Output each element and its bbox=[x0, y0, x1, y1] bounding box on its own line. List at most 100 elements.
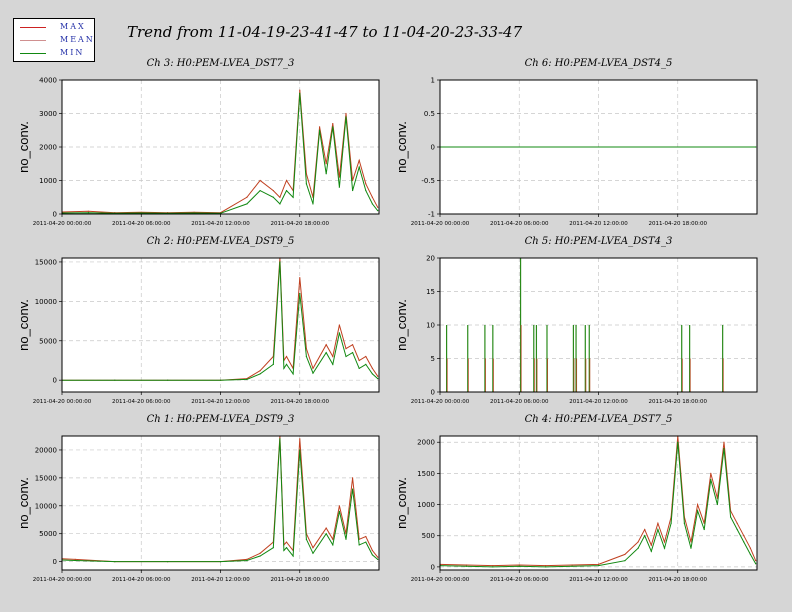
page-title: Trend from 11-04-19-23-41-47 to 11-04-20… bbox=[127, 23, 523, 41]
data-point bbox=[371, 373, 373, 375]
x-tick-label: 2011-04-20 00:00:00 bbox=[411, 221, 470, 227]
data-point bbox=[338, 176, 340, 178]
x-tick-label: 2011-04-20 06:00:00 bbox=[490, 577, 549, 583]
data-point bbox=[670, 522, 672, 524]
data-point bbox=[465, 565, 468, 567]
data-point bbox=[650, 544, 652, 546]
legend-swatch-max bbox=[20, 27, 46, 28]
y-axis-label: no_conv. bbox=[394, 299, 409, 351]
data-point bbox=[246, 559, 248, 562]
legend-item-mean: MEAN bbox=[20, 35, 100, 45]
plot-frame bbox=[439, 79, 758, 215]
y-tick-label: 500 bbox=[422, 532, 435, 540]
chart-title: Ch 3: H0:PEM-LVEA_DST7_3 bbox=[147, 58, 295, 69]
chart-title: Ch 1: H0:PEM-LVEA_DST9_3 bbox=[147, 414, 295, 425]
data-point bbox=[371, 554, 373, 556]
x-tick-label: 2011-04-20 06:00:00 bbox=[112, 221, 171, 227]
x-tick-label: 2011-04-20 00:00:00 bbox=[411, 399, 470, 405]
data-point bbox=[305, 355, 307, 358]
data-point bbox=[650, 550, 652, 552]
data-point bbox=[492, 566, 494, 568]
data-point bbox=[272, 189, 274, 192]
data-point bbox=[358, 359, 360, 362]
data-point bbox=[371, 549, 373, 552]
y-tick-label: 0 bbox=[53, 558, 57, 566]
legend-label-min: MIN bbox=[60, 48, 85, 57]
x-tick-label: 2011-04-20 12:00:00 bbox=[191, 221, 250, 227]
data-point bbox=[299, 92, 301, 94]
data-point bbox=[657, 522, 659, 524]
data-point bbox=[279, 196, 281, 198]
y-tick-label: 0 bbox=[431, 563, 435, 571]
data-point bbox=[259, 189, 261, 192]
data-point bbox=[351, 477, 354, 479]
chart-1: Ch 3: H0:PEM-LVEA_DST7_3 no_conv. 0 1000 200… bbox=[16, 58, 380, 227]
data-point bbox=[351, 189, 354, 192]
data-point bbox=[657, 528, 659, 531]
data-point bbox=[755, 563, 757, 565]
data-point bbox=[345, 112, 347, 115]
y-tick-label: 5000 bbox=[39, 337, 57, 345]
data-point bbox=[755, 146, 757, 148]
legend-item-min: MIN bbox=[20, 48, 100, 58]
data-point bbox=[723, 447, 725, 450]
data-point bbox=[377, 206, 379, 208]
y-tick-label: 0 bbox=[431, 144, 435, 152]
data-point bbox=[74, 559, 76, 562]
data-point bbox=[624, 560, 626, 562]
data-point bbox=[325, 344, 327, 346]
data-point bbox=[312, 203, 314, 205]
data-point bbox=[345, 538, 347, 540]
x-tick-label: 2011-04-20 06:00:00 bbox=[490, 399, 549, 405]
x-tick-label: 2011-04-20 00:00:00 bbox=[33, 399, 92, 405]
data-point bbox=[318, 126, 321, 128]
data-point bbox=[345, 116, 347, 118]
data-point bbox=[332, 544, 334, 546]
data-point bbox=[299, 438, 301, 440]
data-point bbox=[219, 561, 222, 563]
data-point bbox=[312, 367, 314, 369]
data-point bbox=[325, 173, 327, 175]
data-point bbox=[114, 379, 116, 381]
data-point bbox=[332, 122, 334, 125]
data-point bbox=[365, 355, 367, 358]
data-point bbox=[305, 183, 307, 185]
legend-item-max: MAX bbox=[20, 22, 100, 32]
data-point bbox=[743, 541, 745, 543]
x-tick-label: 2011-04-20 18:00:00 bbox=[649, 577, 708, 583]
data-point bbox=[358, 166, 360, 168]
y-axis-label: no_conv. bbox=[16, 121, 31, 173]
x-tick-label: 2011-04-20 12:00:00 bbox=[569, 399, 628, 405]
data-point bbox=[743, 535, 745, 537]
y-tick-label: 5000 bbox=[39, 530, 57, 538]
data-point bbox=[345, 348, 347, 350]
data-point bbox=[279, 438, 281, 440]
chart-6: Ch 4: H0:PEM-LVEA_DST7_5 no_conv. 0 500 1000… bbox=[394, 414, 758, 583]
y-tick-label: -1 bbox=[428, 211, 435, 219]
data-point bbox=[285, 363, 288, 366]
data-point bbox=[690, 547, 692, 549]
data-point bbox=[246, 558, 248, 560]
data-point bbox=[272, 547, 274, 549]
plot-frame bbox=[61, 435, 380, 571]
y-tick-label: 3000 bbox=[39, 110, 57, 118]
y-axis-label: no_conv. bbox=[394, 121, 409, 173]
data-point bbox=[246, 203, 248, 205]
data-point bbox=[285, 355, 288, 358]
chart-title: Ch 2: H0:PEM-LVEA_DST9_5 bbox=[147, 236, 295, 247]
chart-3: Ch 2: H0:PEM-LVEA_DST9_5 no_conv. 0 5000 100… bbox=[16, 236, 380, 405]
data-point bbox=[285, 179, 288, 182]
data-point bbox=[365, 183, 367, 185]
chart-title: Ch 6: H0:PEM-LVEA_DST4_5 bbox=[525, 58, 673, 69]
y-tick-label: 2000 bbox=[39, 144, 57, 152]
data-point bbox=[219, 379, 222, 381]
data-point bbox=[338, 510, 340, 512]
data-point bbox=[114, 561, 116, 563]
y-tick-label: 0.5 bbox=[424, 110, 435, 118]
data-point bbox=[312, 547, 314, 549]
data-point bbox=[332, 363, 334, 366]
data-point bbox=[637, 547, 639, 549]
data-point bbox=[246, 196, 248, 198]
data-point bbox=[325, 527, 327, 529]
